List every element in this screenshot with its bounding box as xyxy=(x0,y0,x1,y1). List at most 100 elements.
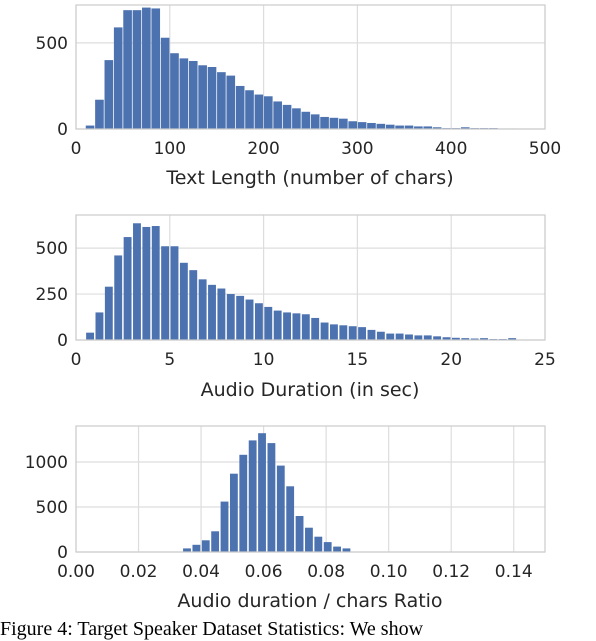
text-length-bar xyxy=(170,53,179,129)
ratio-y-tick-label: 0 xyxy=(57,543,68,563)
ratio-y-tick-label: 1000 xyxy=(25,453,68,473)
text-length-bar xyxy=(367,123,376,129)
audio-duration-bar xyxy=(208,285,216,340)
text-length-bar xyxy=(283,105,292,129)
text-length-bar xyxy=(339,119,348,129)
audio-duration-bar xyxy=(114,255,122,340)
ratio-bar xyxy=(258,433,266,552)
audio-duration-bar xyxy=(189,270,197,340)
ratio-x-tick-label: 0.02 xyxy=(120,562,158,582)
audio-duration-y-tick-label: 0 xyxy=(57,331,68,351)
audio-duration-bar xyxy=(302,314,310,340)
text-length-x-tick-label: 0 xyxy=(71,139,82,159)
audio-duration-x-tick-label: 0 xyxy=(71,350,82,370)
text-length-bar xyxy=(114,27,123,129)
audio-duration-bar xyxy=(274,311,282,340)
ratio-x-tick-label: 0.04 xyxy=(182,562,220,582)
text-length-bar xyxy=(226,76,235,129)
text-length-bar xyxy=(180,58,189,129)
text-length-bar xyxy=(386,125,395,129)
ratio-bar xyxy=(277,466,285,552)
audio-duration-bar xyxy=(358,327,366,340)
text-length-bar xyxy=(301,112,310,129)
text-length-bar xyxy=(292,108,301,129)
text-length-bar xyxy=(245,90,254,129)
ratio-bar xyxy=(286,486,294,552)
ratio-x-axis-label: Audio duration / chars Ratio xyxy=(177,590,442,612)
text-length-bar xyxy=(264,96,273,129)
audio-duration-bar xyxy=(368,330,376,340)
text-length-bar xyxy=(105,60,114,129)
ratio-bar xyxy=(192,545,200,552)
audio-duration-bar xyxy=(161,246,169,340)
text-length-bar xyxy=(95,100,104,129)
audio-duration-bar xyxy=(96,312,104,340)
text-length-bar xyxy=(161,38,170,129)
audio-duration-bar xyxy=(105,287,113,340)
text-length-bar xyxy=(217,72,226,129)
audio-duration-bar xyxy=(236,296,244,340)
text-length-x-tick-label: 200 xyxy=(247,139,279,159)
ratio-x-tick-label: 0.06 xyxy=(245,562,283,582)
audio-duration-bar xyxy=(152,226,160,340)
text-length-x-tick-label: 500 xyxy=(529,139,561,159)
ratio-bar xyxy=(296,516,304,552)
audio-duration-x-axis-label: Audio Duration (in sec) xyxy=(201,379,420,401)
audio-duration-bar xyxy=(180,263,188,340)
audio-duration-bar xyxy=(246,300,254,340)
audio-duration-x-tick-label: 10 xyxy=(253,350,275,370)
text-length-bar xyxy=(198,65,207,129)
text-length-x-tick-label: 300 xyxy=(341,139,373,159)
ratio-bar xyxy=(268,443,276,552)
text-length-bar xyxy=(358,122,367,129)
audio-duration-bar xyxy=(264,307,272,340)
audio-duration-bar xyxy=(217,289,225,340)
ratio-y-tick-label: 500 xyxy=(36,498,68,518)
text-length-bar xyxy=(189,61,198,129)
audio-duration-bar xyxy=(227,294,235,340)
text-length-x-tick-label: 400 xyxy=(435,139,467,159)
audio-duration-x-tick-label: 20 xyxy=(440,350,462,370)
audio-duration-bar xyxy=(86,333,94,340)
ratio-bar xyxy=(324,542,332,552)
text-length-y-tick-label: 0 xyxy=(57,120,68,140)
text-length-bar xyxy=(151,8,160,129)
text-length-bar xyxy=(348,121,357,129)
text-length-bar xyxy=(236,86,245,129)
text-length-bar xyxy=(142,8,151,129)
text-length-bar xyxy=(320,117,329,129)
audio-duration-x-tick-label: 15 xyxy=(347,350,369,370)
audio-duration-bar xyxy=(142,227,150,340)
figure-caption: Figure 4: Target Speaker Dataset Statist… xyxy=(0,617,596,641)
audio-duration-y-tick-label: 250 xyxy=(36,285,68,305)
audio-duration-bar xyxy=(311,318,319,340)
ratio-bar xyxy=(249,440,257,552)
audio-duration-bar xyxy=(424,335,432,340)
audio-duration-bar xyxy=(171,246,179,340)
text-length-bar xyxy=(255,95,264,129)
audio-duration-bar xyxy=(321,323,329,340)
text-length-y-tick-label: 500 xyxy=(36,34,68,54)
audio-duration-bar xyxy=(396,334,404,340)
text-length-x-axis-label: Text Length (number of chars) xyxy=(165,167,453,189)
ratio-bar xyxy=(211,531,219,552)
audio-duration-bar xyxy=(199,279,207,340)
ratio-bar xyxy=(333,547,341,552)
ratio-bar xyxy=(314,537,322,552)
ratio-bar xyxy=(221,502,229,552)
audio-duration-bar xyxy=(283,312,291,340)
audio-duration-bar xyxy=(405,334,413,340)
audio-duration-bar xyxy=(124,237,132,340)
ratio-x-tick-label: 0.12 xyxy=(432,562,470,582)
audio-duration-bar xyxy=(386,334,394,340)
ratio-bar xyxy=(239,455,247,552)
audio-duration-x-tick-label: 5 xyxy=(164,350,175,370)
audio-duration-bar xyxy=(377,332,385,340)
audio-duration-bar xyxy=(292,313,300,340)
audio-duration-bar xyxy=(330,324,338,340)
ratio-x-tick-label: 0.08 xyxy=(307,562,345,582)
ratio-x-tick-label: 0.14 xyxy=(495,562,533,582)
